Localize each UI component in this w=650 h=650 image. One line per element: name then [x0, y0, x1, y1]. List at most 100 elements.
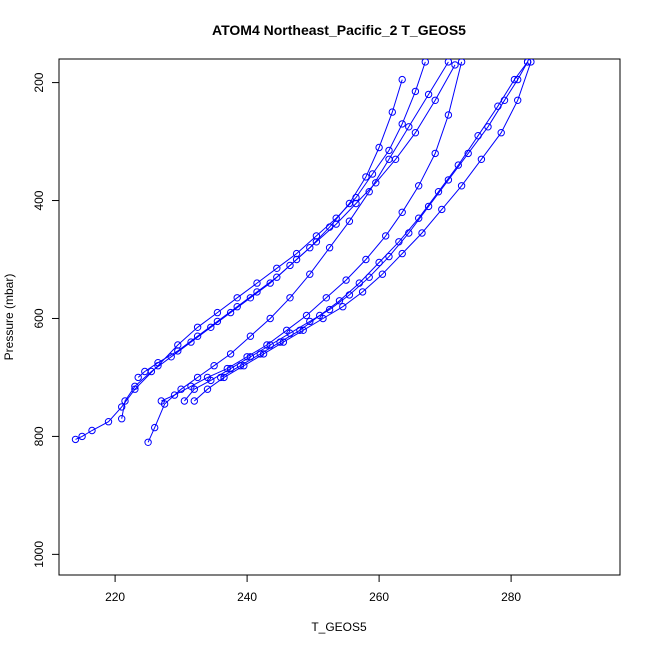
x-tick-label: 220: [105, 590, 125, 604]
data-point: [256, 350, 264, 358]
data-point: [312, 238, 321, 246]
data-point: [104, 418, 113, 426]
data-point: [362, 255, 370, 264]
profile-series: [134, 61, 459, 382]
data-point: [121, 397, 129, 405]
data-point: [253, 279, 261, 287]
profile-series: [71, 59, 429, 444]
data-point: [292, 249, 301, 258]
data-point: [134, 373, 142, 382]
data-point: [444, 111, 453, 119]
data-point: [358, 288, 367, 296]
y-tick-label: 400: [32, 190, 46, 210]
data-point: [193, 373, 202, 382]
data-point: [292, 255, 301, 264]
y-tick-label: 800: [32, 426, 46, 446]
y-axis: 200 400 600 800 1000: [32, 72, 59, 568]
data-point: [415, 182, 423, 190]
data-point: [352, 199, 360, 208]
data-point: [510, 75, 519, 84]
data-point: [431, 96, 439, 105]
data-point: [434, 188, 443, 196]
data-point: [385, 252, 393, 261]
data-point: [190, 385, 199, 393]
data-point: [190, 397, 199, 405]
data-point: [316, 311, 324, 320]
data-point: [335, 297, 344, 305]
profile-series: [190, 59, 535, 405]
data-point: [151, 423, 159, 432]
data-point: [276, 338, 284, 346]
data-point: [325, 244, 334, 252]
plot-area: [71, 59, 535, 446]
data-point: [246, 332, 255, 340]
data-point: [273, 273, 281, 281]
data-point: [385, 146, 393, 155]
data-point: [170, 391, 179, 399]
y-tick-label: 1000: [32, 541, 46, 568]
data-point: [88, 426, 96, 435]
data-point: [226, 350, 235, 358]
chart-title: ATOM4 Northeast_Pacific_2 T_GEOS5: [212, 22, 466, 38]
data-point: [411, 129, 420, 137]
data-point: [131, 382, 139, 390]
series-line: [193, 61, 532, 402]
data-point: [213, 308, 222, 317]
x-tick-label: 260: [369, 590, 389, 604]
data-point: [345, 217, 354, 225]
data-point: [405, 123, 413, 131]
data-point: [444, 59, 453, 66]
data-point: [375, 143, 383, 152]
data-point: [154, 359, 162, 367]
data-point: [415, 214, 423, 222]
data-point: [203, 385, 212, 393]
data-point: [286, 294, 294, 302]
data-point: [217, 373, 225, 382]
data-point: [187, 338, 195, 346]
data-point: [362, 173, 370, 181]
data-point: [210, 362, 218, 370]
data-point: [246, 294, 255, 302]
data-point: [388, 108, 396, 116]
series-line: [121, 79, 403, 419]
data-point: [514, 96, 522, 105]
data-point: [306, 244, 314, 252]
profile-series: [217, 59, 532, 382]
data-point: [118, 415, 126, 423]
data-point: [365, 188, 373, 196]
data-point: [118, 403, 126, 411]
data-point: [444, 176, 453, 184]
series-line: [137, 64, 456, 378]
data-point: [494, 102, 502, 110]
data-point: [322, 294, 330, 302]
profile-series: [118, 75, 406, 423]
data-point: [213, 317, 222, 326]
data-point: [236, 362, 245, 370]
data-point: [421, 59, 429, 66]
data-point: [266, 279, 274, 287]
data-point: [342, 276, 350, 284]
data-point: [527, 59, 535, 66]
data-point: [193, 323, 202, 331]
y-tick-label: 600: [32, 308, 46, 328]
data-point: [325, 305, 334, 314]
x-axis-label: T_GEOS5: [311, 620, 367, 634]
data-point: [339, 303, 347, 311]
data-point: [398, 249, 406, 258]
series-line: [161, 61, 463, 402]
data-point: [266, 314, 274, 323]
data-point: [174, 347, 182, 355]
data-point: [477, 155, 486, 164]
data-point: [180, 397, 189, 405]
data-point: [365, 273, 373, 281]
data-point: [78, 432, 86, 441]
data-point: [296, 326, 304, 334]
data-point: [457, 182, 466, 190]
data-point: [382, 232, 390, 240]
data-point: [253, 288, 261, 296]
data-point: [157, 397, 166, 405]
data-point: [193, 332, 202, 340]
data-point: [302, 311, 311, 320]
data-point: [385, 155, 393, 164]
